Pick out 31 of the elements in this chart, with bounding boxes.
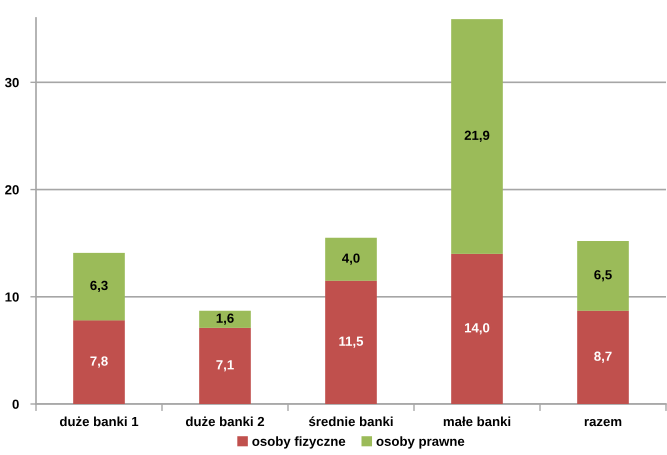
bar: [73, 252, 125, 320]
y-tick-label: 30: [4, 78, 19, 88]
x-tick-label: duże banki 2: [186, 416, 264, 426]
x-tick-label: razem: [584, 418, 622, 426]
data-label: 6,5: [594, 270, 612, 282]
y-tick-label: 10: [5, 292, 19, 302]
y-tick-label: 0: [12, 400, 19, 409]
data-label: 14,0: [464, 323, 490, 334]
data-label: 7,8: [90, 356, 108, 368]
data-label: 11,5: [339, 336, 364, 348]
data-label: 4,0: [342, 253, 360, 265]
legend-label: osoby fizyczne: [252, 436, 346, 449]
data-label: 8,7: [594, 352, 612, 363]
bar: [577, 241, 629, 311]
data-label: 21,9: [464, 130, 490, 142]
bar: [451, 19, 503, 254]
bar: [325, 280, 377, 404]
bar: [73, 320, 125, 404]
y-tick-label: 20: [5, 185, 19, 194]
legend-label: osoby prawne: [376, 436, 464, 449]
x-tick-label: duże banki 1: [60, 416, 138, 426]
data-label: 6,3: [90, 280, 108, 292]
bar: [199, 328, 251, 404]
x-tick-label: średnie banki: [308, 416, 393, 426]
bar: [577, 310, 629, 404]
data-label: 7,1: [216, 360, 234, 372]
data-label: 1,6: [216, 313, 234, 325]
bar: [451, 254, 503, 404]
x-tick-label: małe banki: [444, 416, 510, 426]
bar: [199, 310, 251, 328]
bar: [325, 238, 377, 281]
